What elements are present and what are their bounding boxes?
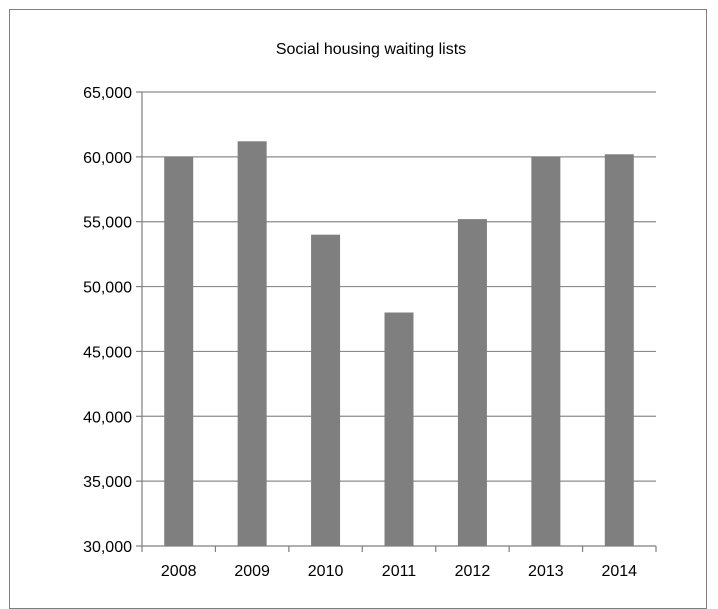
y-tick-label: 65,000 bbox=[83, 85, 132, 102]
x-tick-label: 2014 bbox=[601, 563, 637, 580]
chart-frame bbox=[9, 9, 707, 609]
x-tick-label: 2013 bbox=[528, 563, 564, 580]
bar-chart: Social housing waiting lists 30,000 35,00… bbox=[83, 41, 657, 580]
bar-2013 bbox=[531, 156, 561, 546]
x-tick-label: 2008 bbox=[161, 563, 197, 580]
axes bbox=[141, 92, 656, 547]
y-tick-labels: 30,000 35,000 40,000 45,000 50,000 55,000 60,0… bbox=[83, 85, 142, 556]
x-tick-label: 2011 bbox=[382, 563, 417, 580]
x-tick-label: 2010 bbox=[308, 563, 344, 580]
bar-2010 bbox=[311, 234, 341, 546]
bars bbox=[164, 141, 634, 546]
y-tick-label: 60,000 bbox=[83, 150, 132, 167]
bar-2014 bbox=[604, 154, 634, 546]
chart-title: Social housing waiting lists bbox=[276, 41, 466, 58]
y-tick-label: 55,000 bbox=[83, 215, 132, 232]
bar-2008 bbox=[164, 156, 194, 546]
y-tick-label: 45,000 bbox=[83, 344, 132, 361]
bar-2012 bbox=[457, 219, 487, 546]
y-tick-label: 50,000 bbox=[83, 280, 132, 297]
y-tick-label: 40,000 bbox=[83, 409, 132, 426]
bar-2009 bbox=[237, 141, 267, 546]
x-tick-label: 2009 bbox=[234, 563, 270, 580]
y-tick-label: 30,000 bbox=[83, 539, 132, 556]
x-tick-label: 2012 bbox=[455, 563, 491, 580]
y-tick-label: 35,000 bbox=[83, 474, 132, 491]
gridlines bbox=[142, 91, 656, 482]
bar-2011 bbox=[384, 312, 414, 546]
x-tick-labels: 2008 2009 2010 2011 2012 2013 2014 bbox=[141, 546, 657, 580]
